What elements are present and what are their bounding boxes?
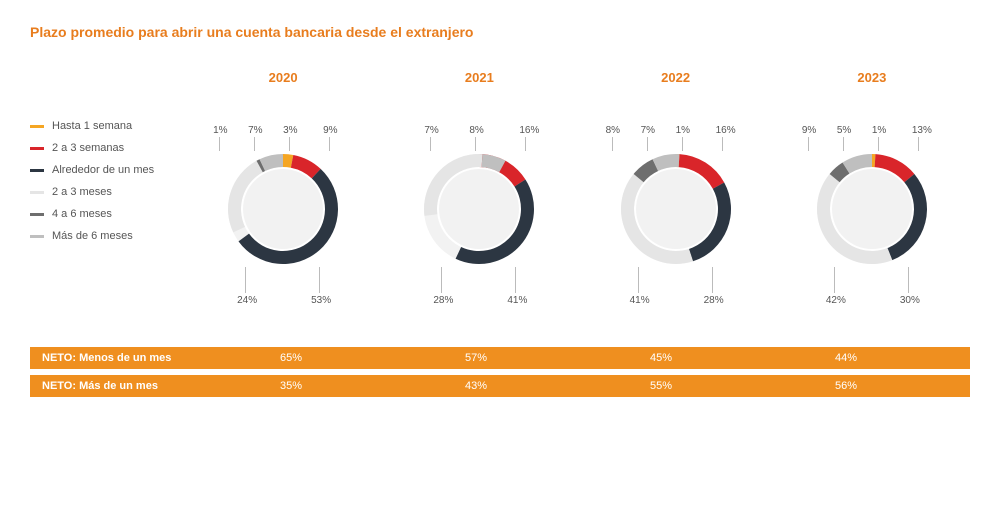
value-label: 3% — [283, 125, 297, 136]
value-label: 53% — [311, 295, 331, 306]
value-label: 16% — [716, 125, 736, 136]
value-label: 1% — [213, 125, 227, 136]
value-label: 9% — [323, 125, 337, 136]
legend-item: Alrededor de un mes — [30, 164, 185, 176]
year-label: 2021 — [465, 70, 494, 85]
legend-swatch — [30, 235, 44, 238]
value-label: 16% — [519, 125, 539, 136]
value-label: 30% — [900, 295, 920, 306]
table-cell: 44% — [785, 352, 970, 364]
chart-column: 2020 1% 7% 3% 9% 24% 53% — [185, 70, 381, 319]
donut-wrap: 8% 7% 1% 16% 41% 28% — [586, 119, 766, 319]
legend-item: Hasta 1 semana — [30, 120, 185, 132]
legend-item: 2 a 3 meses — [30, 186, 185, 198]
value-label: 28% — [704, 295, 724, 306]
legend-swatch — [30, 213, 44, 216]
legend-swatch — [30, 147, 44, 150]
legend-label: 2 a 3 meses — [52, 186, 112, 198]
donut-charts-row: 2020 1% 7% 3% 9% 24% 53% 2021 7% 8% 16% 28% 41% 2022 8… — [185, 70, 970, 319]
donut-chart — [419, 149, 539, 269]
value-label: 28% — [433, 295, 453, 306]
year-label: 2023 — [857, 70, 886, 85]
legend-swatch — [30, 125, 44, 128]
year-label: 2022 — [661, 70, 690, 85]
value-label: 5% — [837, 125, 851, 136]
donut-wrap: 9% 5% 1% 13% 42% 30% — [782, 119, 962, 319]
value-label: 7% — [641, 125, 655, 136]
row-label: NETO: Más de un mes — [30, 380, 230, 392]
donut-wrap: 7% 8% 16% 28% 41% — [389, 119, 569, 319]
table-cell: 65% — [230, 352, 415, 364]
legend-item: 4 a 6 meses — [30, 208, 185, 220]
value-label: 8% — [469, 125, 483, 136]
table-cell: 45% — [600, 352, 785, 364]
value-label: 41% — [507, 295, 527, 306]
legend-swatch — [30, 191, 44, 194]
summary-table: NETO: Menos de un mes65%57%45%44%NETO: M… — [30, 347, 970, 397]
value-label: 13% — [912, 125, 932, 136]
legend-label: Alrededor de un mes — [52, 164, 154, 176]
legend-swatch — [30, 169, 44, 172]
table-cell: 55% — [600, 380, 785, 392]
row-label: NETO: Menos de un mes — [30, 352, 230, 364]
value-label: 9% — [802, 125, 816, 136]
chart-title: Plazo promedio para abrir una cuenta ban… — [30, 24, 970, 40]
legend-label: Más de 6 meses — [52, 230, 133, 242]
donut-wrap: 1% 7% 3% 9% 24% 53% — [193, 119, 373, 319]
main-row: Hasta 1 semana 2 a 3 semanas Alrededor de … — [30, 70, 970, 319]
value-label: 24% — [237, 295, 257, 306]
year-label: 2020 — [269, 70, 298, 85]
value-label: 41% — [630, 295, 650, 306]
value-label: 8% — [606, 125, 620, 136]
table-cell: 35% — [230, 380, 415, 392]
table-cell: 57% — [415, 352, 600, 364]
chart-column: 2023 9% 5% 1% 13% 42% 30% — [774, 70, 970, 319]
value-label: 1% — [676, 125, 690, 136]
table-row: NETO: Más de un mes35%43%55%56% — [30, 375, 970, 397]
donut-chart — [223, 149, 343, 269]
value-label: 1% — [872, 125, 886, 136]
legend-label: 2 a 3 semanas — [52, 142, 124, 154]
table-cell: 56% — [785, 380, 970, 392]
chart-column: 2021 7% 8% 16% 28% 41% — [381, 70, 577, 319]
legend-label: Hasta 1 semana — [52, 120, 132, 132]
legend: Hasta 1 semana 2 a 3 semanas Alrededor de … — [30, 70, 185, 319]
table-cell: 43% — [415, 380, 600, 392]
chart-column: 2022 8% 7% 1% 16% 41% 28% — [578, 70, 774, 319]
donut-chart — [812, 149, 932, 269]
legend-item: Más de 6 meses — [30, 230, 185, 242]
value-label: 42% — [826, 295, 846, 306]
legend-item: 2 a 3 semanas — [30, 142, 185, 154]
legend-label: 4 a 6 meses — [52, 208, 112, 220]
value-label: 7% — [248, 125, 262, 136]
donut-chart — [616, 149, 736, 269]
value-label: 7% — [424, 125, 438, 136]
table-row: NETO: Menos de un mes65%57%45%44% — [30, 347, 970, 369]
